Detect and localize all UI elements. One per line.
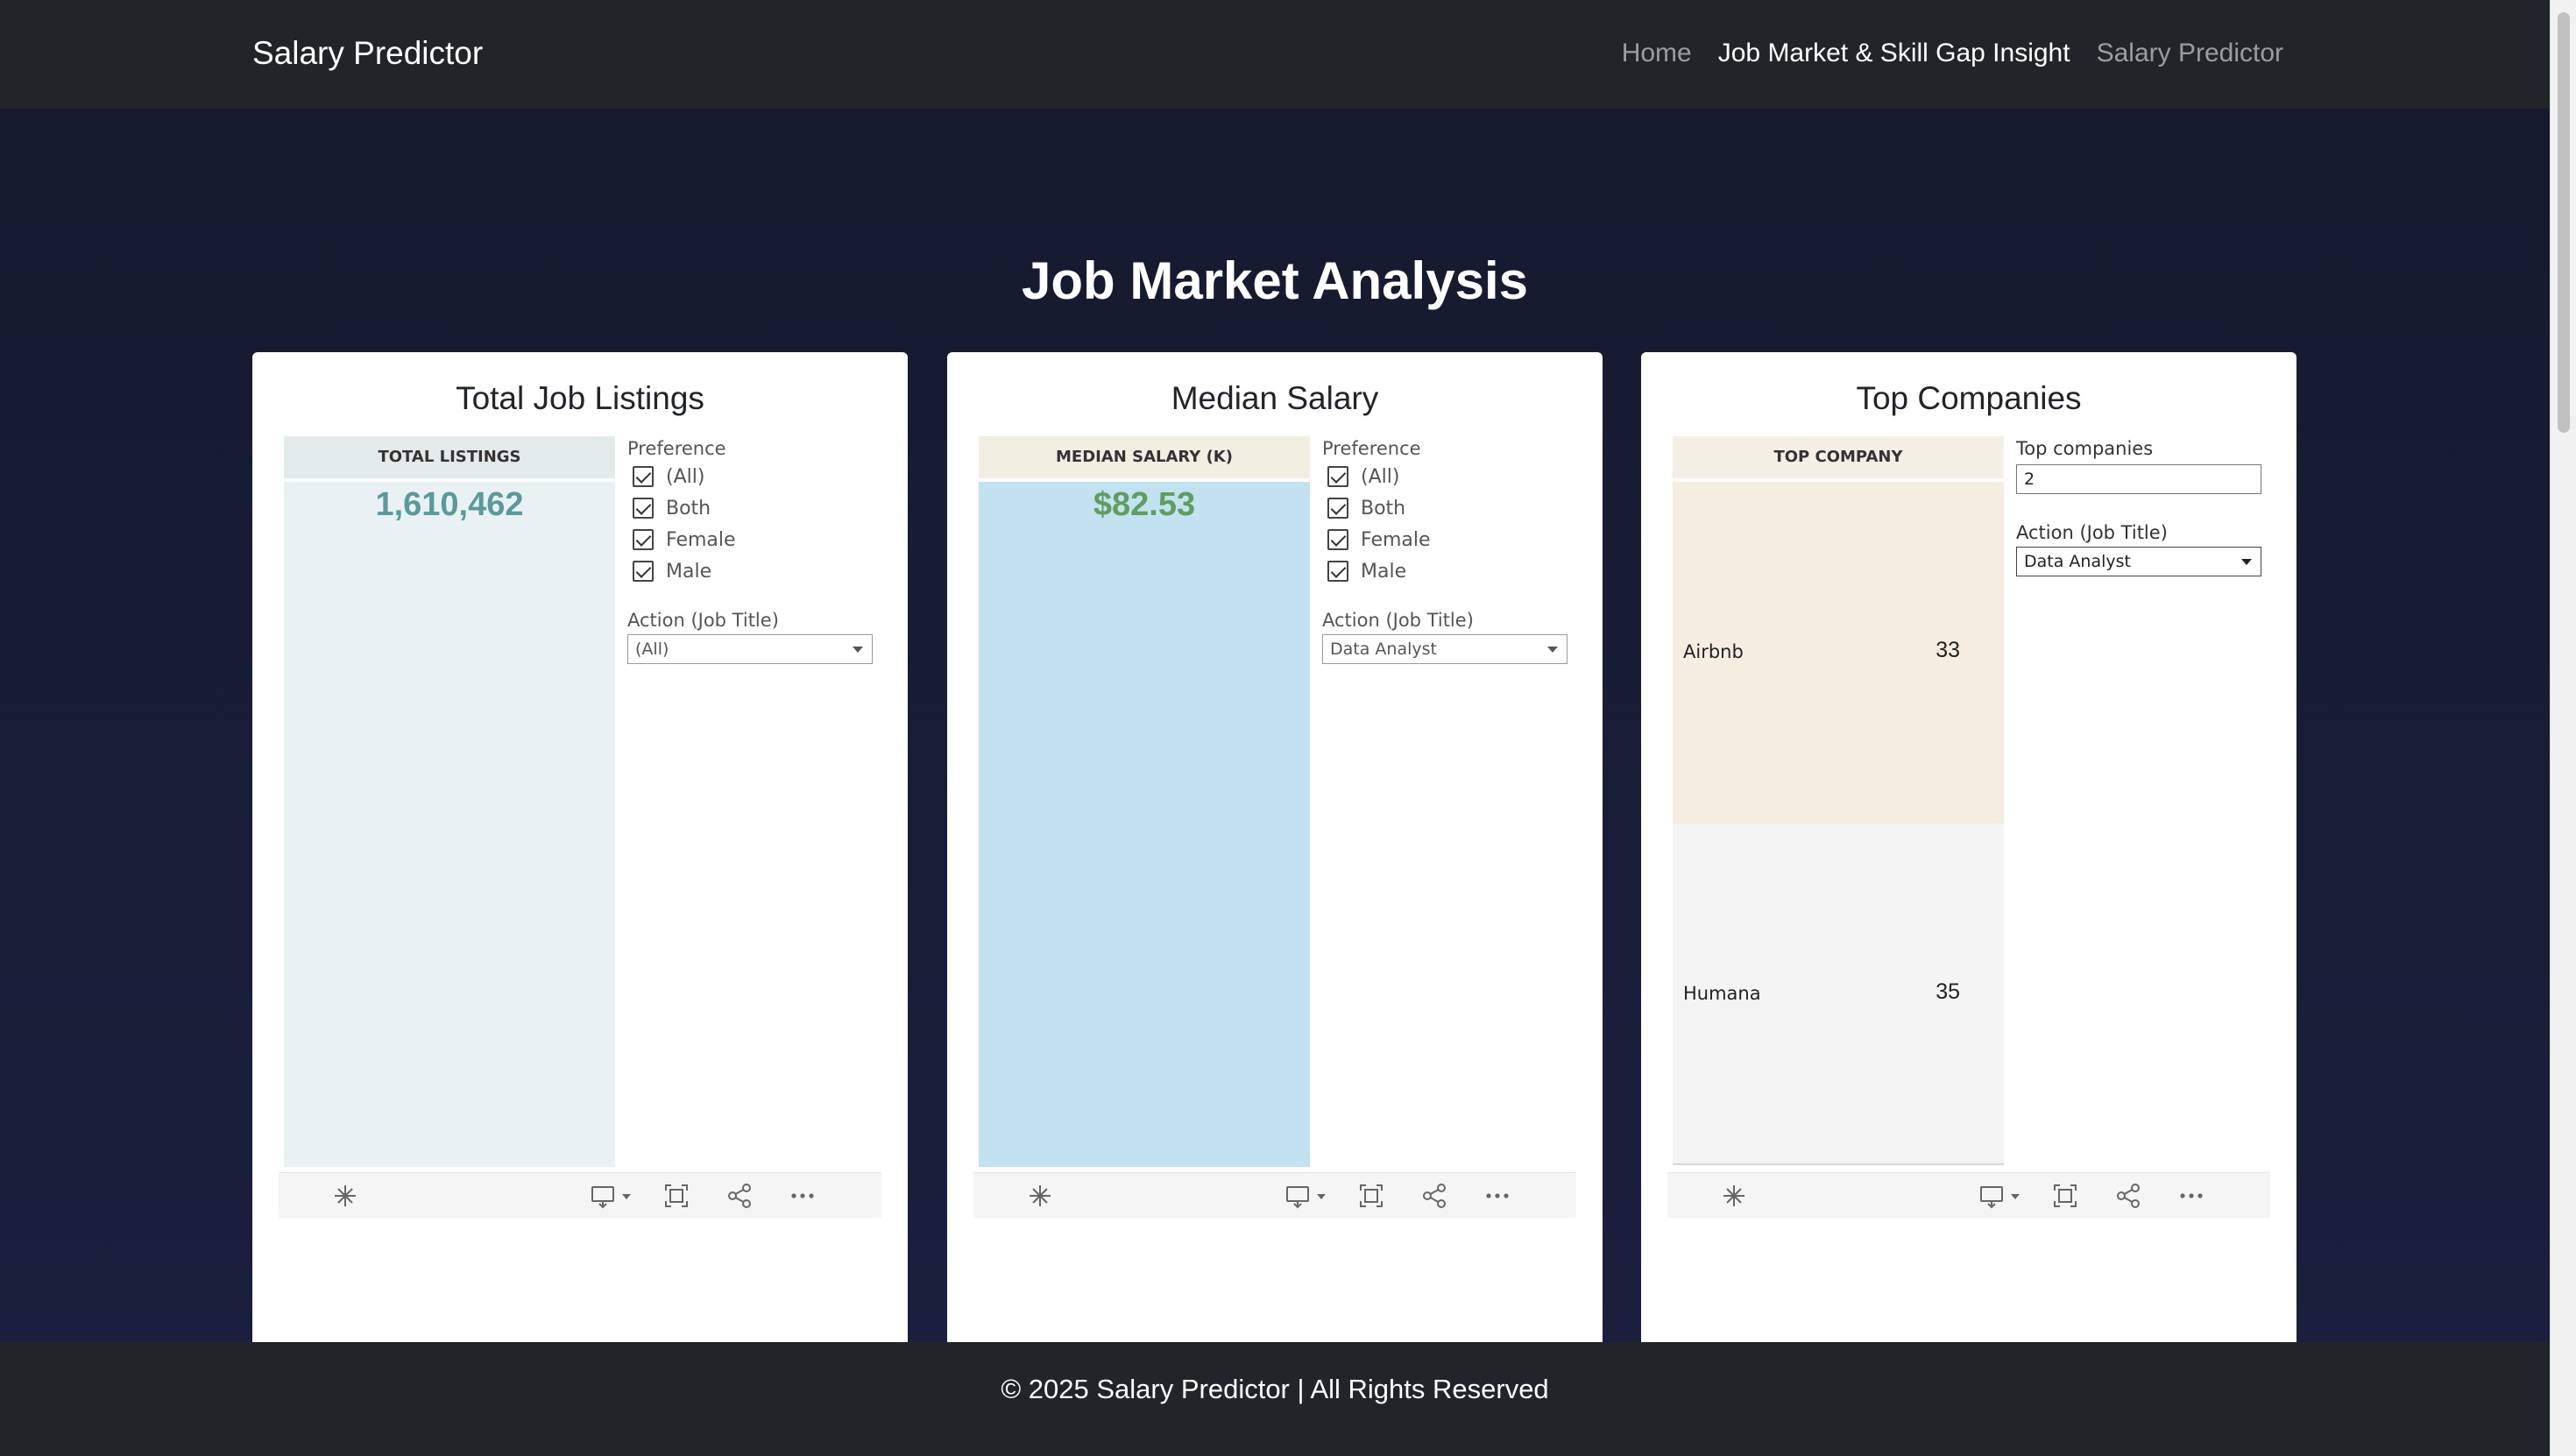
select-value: Data Analyst (2024, 552, 2131, 571)
viz-home-icon[interactable] (1718, 1180, 1750, 1212)
card-total-listings: Total Job Listings TOTAL LISTINGS 1,610,… (252, 352, 908, 1342)
kpi-value: 1,610,462 (375, 486, 524, 523)
select-value: (All) (635, 640, 669, 659)
card-title: Total Job Listings (456, 380, 704, 416)
checkbox-label: Female (666, 528, 736, 551)
card-title: Median Salary (1171, 380, 1379, 416)
kpi-body: 1,610,462 (284, 482, 615, 1167)
viz-home-icon[interactable] (329, 1180, 361, 1212)
checkbox-icon (633, 529, 654, 550)
tableau-viz: MEDIAN SALARY (K) $82.53 Preference (All… (979, 436, 1575, 1190)
checkbox-female[interactable]: Female (627, 524, 881, 555)
card-title: Top Companies (1856, 380, 2082, 416)
share-icon[interactable] (1419, 1180, 1450, 1212)
company-name: Humana (1683, 983, 1761, 1004)
navbar: Salary Predictor Home Job Market & Skill… (0, 0, 2550, 109)
viz-toolbar (1667, 1172, 2270, 1218)
filter-label-preference: Preference (1322, 438, 1421, 459)
share-icon[interactable] (724, 1180, 755, 1212)
chevron-down-icon (2241, 559, 2252, 565)
card-top-companies: Top Companies TOP COMPANY Airbnb 33 Huma… (1641, 352, 2296, 1342)
checkbox-icon (633, 561, 654, 582)
viz-home-icon[interactable] (1024, 1180, 1056, 1212)
checkbox-icon (633, 466, 654, 487)
kpi-header: TOTAL LISTINGS (284, 436, 615, 478)
checkbox-label: (All) (1361, 465, 1400, 488)
fullscreen-icon[interactable] (1355, 1180, 1387, 1212)
checkbox-label: (All) (666, 465, 705, 488)
checkbox-female[interactable]: Female (1322, 524, 1576, 555)
nav-link-salary-predictor[interactable]: Salary Predictor (2096, 39, 2283, 67)
more-icon[interactable] (1482, 1180, 1513, 1212)
company-name: Airbnb (1683, 641, 1744, 662)
filters-panel: Preference (All) Both Female Male Action… (627, 436, 881, 664)
job-title-select[interactable]: (All) (627, 634, 873, 664)
filter-label-action: Action (Job Title) (627, 610, 779, 631)
download-icon[interactable] (1284, 1180, 1333, 1212)
chevron-down-icon (1547, 647, 1558, 653)
scrollbar-thumb[interactable] (2558, 12, 2570, 433)
checkbox-label: Both (666, 497, 711, 519)
filters-panel: Preference (All) Both Female Male Action… (1322, 436, 1576, 664)
share-icon[interactable] (2112, 1180, 2144, 1212)
checkbox-both[interactable]: Both (1322, 492, 1576, 524)
filter-label-preference: Preference (627, 438, 726, 459)
more-icon[interactable] (2176, 1180, 2207, 1212)
company-count: 33 (1936, 638, 1960, 662)
viz-toolbar (973, 1172, 1576, 1218)
page-title: Job Market Analysis (1022, 251, 1528, 310)
kpi-value: $82.53 (1093, 486, 1196, 523)
navbar-brand[interactable]: Salary Predictor (252, 35, 484, 71)
page-scrollbar[interactable] (2550, 0, 2576, 1456)
checkbox-all[interactable]: (All) (627, 461, 881, 492)
company-row[interactable]: Humana 35 (1673, 823, 2004, 1165)
checkbox-male[interactable]: Male (1322, 555, 1576, 587)
chevron-down-icon (853, 647, 863, 653)
checkbox-label: Male (1361, 560, 1407, 583)
checkbox-label: Both (1361, 497, 1406, 519)
kpi-header: MEDIAN SALARY (K) (979, 436, 1310, 478)
checkbox-both[interactable]: Both (627, 492, 881, 524)
checkbox-icon (1327, 498, 1348, 519)
top-companies-input[interactable] (2016, 464, 2261, 494)
checkbox-icon (633, 498, 654, 519)
checkbox-icon (1327, 561, 1348, 582)
nav-links: Home Job Market & Skill Gap Insight Sala… (1622, 35, 2283, 72)
download-icon[interactable] (589, 1180, 638, 1212)
tableau-viz: TOTAL LISTINGS 1,610,462 Preference (All… (284, 436, 880, 1190)
nav-link-job-market[interactable]: Job Market & Skill Gap Insight (1717, 39, 2070, 67)
fullscreen-icon[interactable] (661, 1180, 692, 1212)
checkbox-label: Female (1361, 528, 1431, 551)
checkbox-male[interactable]: Male (627, 555, 881, 587)
checkbox-icon (1327, 466, 1348, 487)
company-count: 35 (1936, 979, 1960, 1004)
checkbox-all[interactable]: (All) (1322, 461, 1576, 492)
select-value: Data Analyst (1330, 640, 1437, 659)
card-median-salary: Median Salary MEDIAN SALARY (K) $82.53 P… (947, 352, 1603, 1342)
fullscreen-icon[interactable] (2049, 1180, 2081, 1212)
filter-label-top-companies: Top companies (2016, 438, 2154, 459)
kpi-header: TOP COMPANY (1673, 436, 2004, 478)
job-title-select[interactable]: Data Analyst (1322, 634, 1568, 664)
more-icon[interactable] (787, 1180, 818, 1212)
nav-link-home[interactable]: Home (1621, 39, 1692, 67)
tableau-viz: TOP COMPANY Airbnb 33 Humana 35 Top comp… (1673, 436, 2268, 1190)
download-icon[interactable] (1978, 1180, 2027, 1212)
filters-panel: Top companies Action (Job Title) Data An… (2016, 436, 2270, 576)
checkbox-icon (1327, 529, 1348, 550)
company-row[interactable]: Airbnb 33 (1673, 482, 2004, 823)
filter-label-action: Action (Job Title) (1322, 610, 1474, 631)
footer-text: © 2025 Salary Predictor | All Rights Res… (1001, 1374, 1549, 1404)
checkbox-label: Male (666, 560, 712, 583)
footer: © 2025 Salary Predictor | All Rights Res… (0, 1342, 2550, 1456)
filter-label-action: Action (Job Title) (2016, 522, 2168, 543)
job-title-select[interactable]: Data Analyst (2016, 547, 2261, 576)
viz-toolbar (279, 1172, 881, 1218)
kpi-body: $82.53 (979, 482, 1310, 1167)
